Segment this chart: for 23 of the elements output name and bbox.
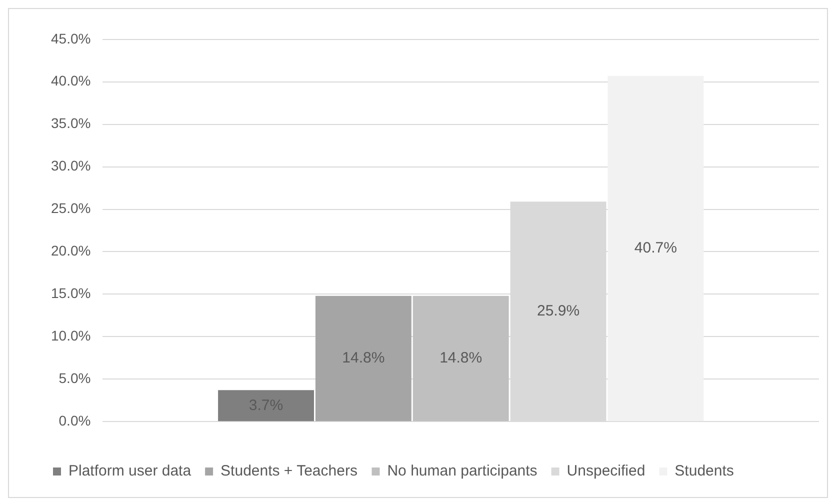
legend-label: Students (674, 462, 734, 480)
y-tick-label: 0.0% (58, 412, 91, 428)
data-label: 14.8% (342, 350, 385, 367)
legend-label: Platform user data (68, 462, 192, 480)
y-tick-label: 35.0% (50, 115, 91, 132)
bar (412, 296, 509, 422)
bar (608, 76, 704, 422)
y-tick-label: 30.0% (50, 158, 91, 174)
legend-label: Students + Teachers (220, 462, 358, 480)
y-tick-label: 40.0% (50, 72, 91, 89)
data-label: 25.9% (536, 302, 580, 320)
y-tick-label: 10.0% (50, 328, 91, 344)
y-tick-label: 20.0% (50, 242, 91, 259)
data-label: 40.7% (634, 240, 677, 257)
bar (315, 296, 412, 422)
data-label: 14.8% (440, 350, 482, 367)
y-tick-label: 25.0% (50, 200, 91, 216)
y-tick-label: 5.0% (58, 370, 91, 386)
legend-label: No human participants (387, 462, 538, 480)
bar (218, 390, 314, 422)
y-tick-label: 45.0% (50, 30, 91, 46)
y-tick-label: 15.0% (50, 285, 91, 302)
legend-label: Unspecified (566, 462, 646, 480)
